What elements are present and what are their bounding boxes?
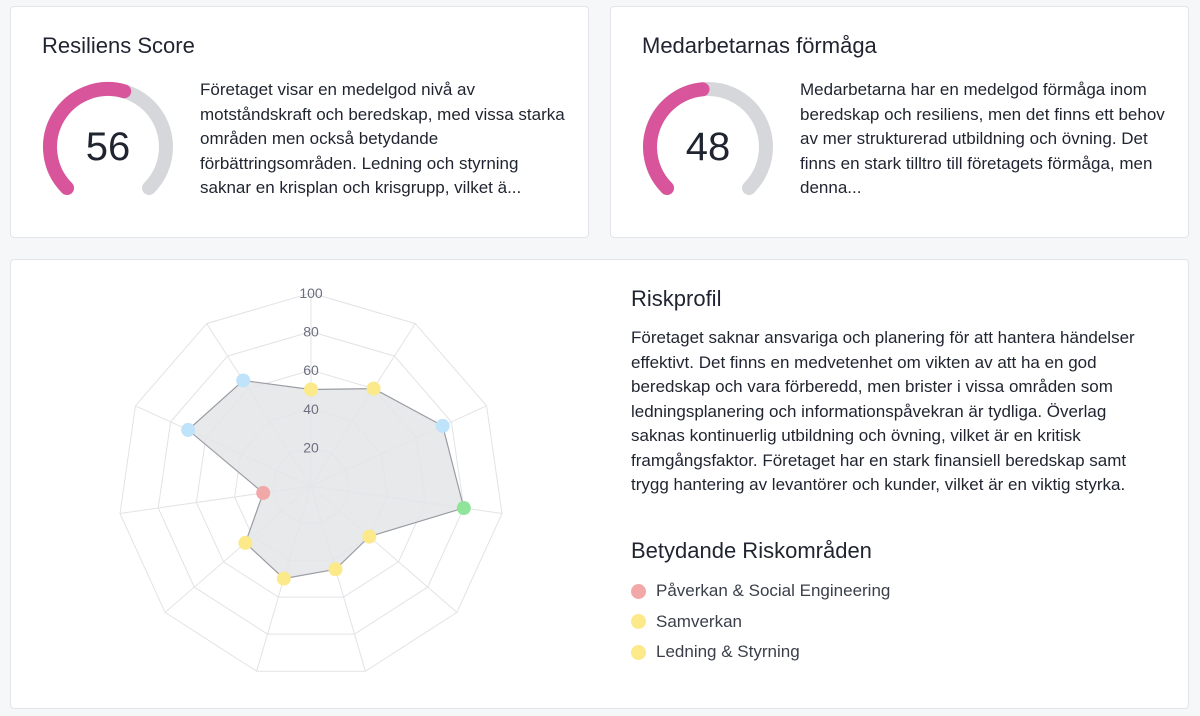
radar-data-point bbox=[276, 571, 291, 586]
risk-area-item: Påverkan & Social Engineering bbox=[631, 576, 890, 607]
risk-profile-card: 20 40 60 80 100 Riskprofil Företaget saknar … bbox=[10, 259, 1189, 709]
resilience-score-value: 56 bbox=[85, 125, 131, 169]
radar-data-point bbox=[435, 418, 450, 433]
radar-data-point bbox=[366, 381, 381, 396]
staff-capability-gauge: 48 bbox=[641, 80, 775, 202]
staff-capability-title: Medarbetarnas förmåga bbox=[642, 33, 877, 58]
risk-radar-chart: 20 40 60 80 100 bbox=[119, 285, 503, 672]
radar-tick-label: 100 bbox=[299, 285, 323, 301]
radar-data-point bbox=[236, 373, 251, 388]
radar-grid-ring bbox=[157, 331, 465, 635]
risk-profile-description: Företaget saknar ansvariga och planering… bbox=[631, 328, 1135, 494]
resilience-score-description: Företaget visar en medelgod nivå av mots… bbox=[200, 80, 565, 197]
gauge-fill bbox=[43, 82, 132, 196]
radar-grid-ring bbox=[119, 292, 503, 672]
radar-data-point bbox=[362, 529, 377, 544]
risk-area-dot bbox=[631, 614, 646, 630]
radar-data-point bbox=[181, 422, 196, 437]
radar-tick-label: 40 bbox=[303, 401, 319, 417]
staff-capability-description: Medarbetarna har en medelgod förmåga ino… bbox=[800, 80, 1165, 197]
risk-area-label: Påverkan & Social Engineering bbox=[656, 581, 891, 601]
resilience-score-card: Resiliens Score 56 Företaget visar en me… bbox=[10, 6, 589, 238]
risk-area-item: Ledning & Styrning bbox=[631, 637, 890, 668]
risk-areas-title: Betydande Riskområden bbox=[631, 538, 872, 563]
staff-capability-value: 48 bbox=[685, 125, 731, 169]
radar-data-point bbox=[238, 535, 253, 550]
risk-profile-title: Riskprofil bbox=[631, 286, 722, 311]
risk-areas-list: Påverkan & Social Engineering Samverkan … bbox=[631, 576, 890, 668]
resilience-score-title: Resiliens Score bbox=[42, 33, 195, 58]
risk-area-label: Samverkan bbox=[656, 611, 742, 631]
radar-data-point bbox=[256, 485, 271, 500]
risk-area-dot bbox=[631, 583, 646, 599]
radar-tick-label: 60 bbox=[303, 362, 319, 378]
resilience-score-gauge: 56 bbox=[41, 80, 175, 202]
staff-capability-card: Medarbetarnas förmåga 48 Medarbetarna ha… bbox=[610, 6, 1189, 238]
risk-area-item: Samverkan bbox=[631, 607, 890, 638]
radar-data-point bbox=[456, 501, 471, 515]
radar-data-point bbox=[328, 562, 343, 577]
risk-area-label: Ledning & Styrning bbox=[656, 642, 800, 662]
radar-tick-label: 20 bbox=[303, 439, 319, 455]
radar-data-point bbox=[304, 382, 318, 397]
risk-area-dot bbox=[631, 644, 646, 660]
radar-tick-label: 80 bbox=[303, 324, 319, 340]
gauge-fill bbox=[643, 82, 710, 196]
radar-data-area bbox=[187, 379, 465, 580]
